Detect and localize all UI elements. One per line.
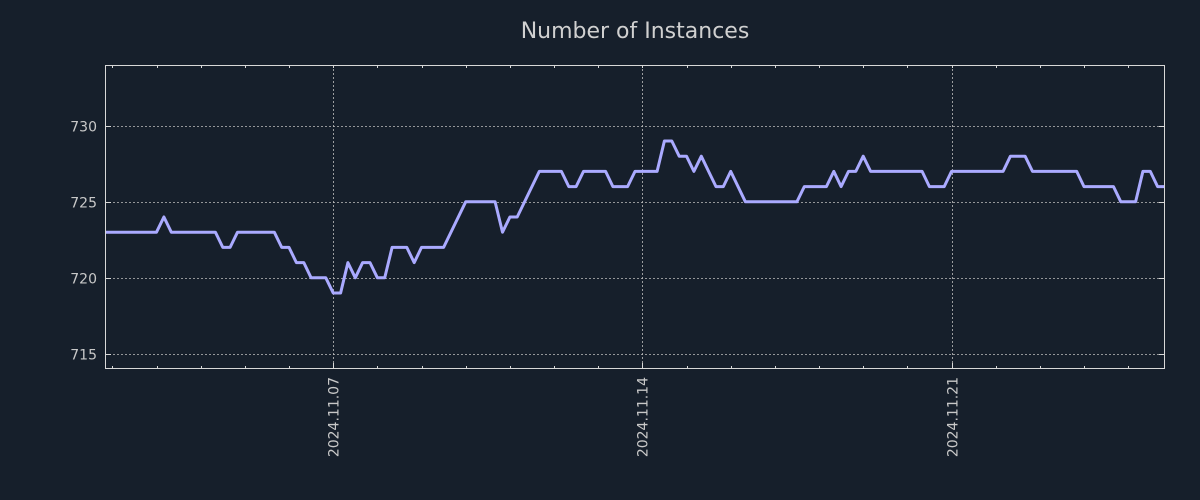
axes: 715 720 725 730 2024.11.07 2024.11.14 2024.11.… <box>70 65 1165 457</box>
y-tick-label: 715 <box>70 348 97 364</box>
plot-frame <box>105 65 1165 369</box>
x-tick-label: 2024.11.14 <box>636 377 652 457</box>
x-tick-label: 2024.11.21 <box>946 377 962 457</box>
chart-title: Number of Instances <box>521 19 750 44</box>
y-tick-label: 725 <box>70 196 97 212</box>
y-tick-label: 720 <box>70 272 97 288</box>
y-tick-label: 730 <box>70 120 97 136</box>
series-line-instances <box>105 139 1165 295</box>
series-layer <box>105 139 1165 295</box>
grid <box>105 65 1165 369</box>
x-tick-label: 2024.11.07 <box>327 377 343 457</box>
